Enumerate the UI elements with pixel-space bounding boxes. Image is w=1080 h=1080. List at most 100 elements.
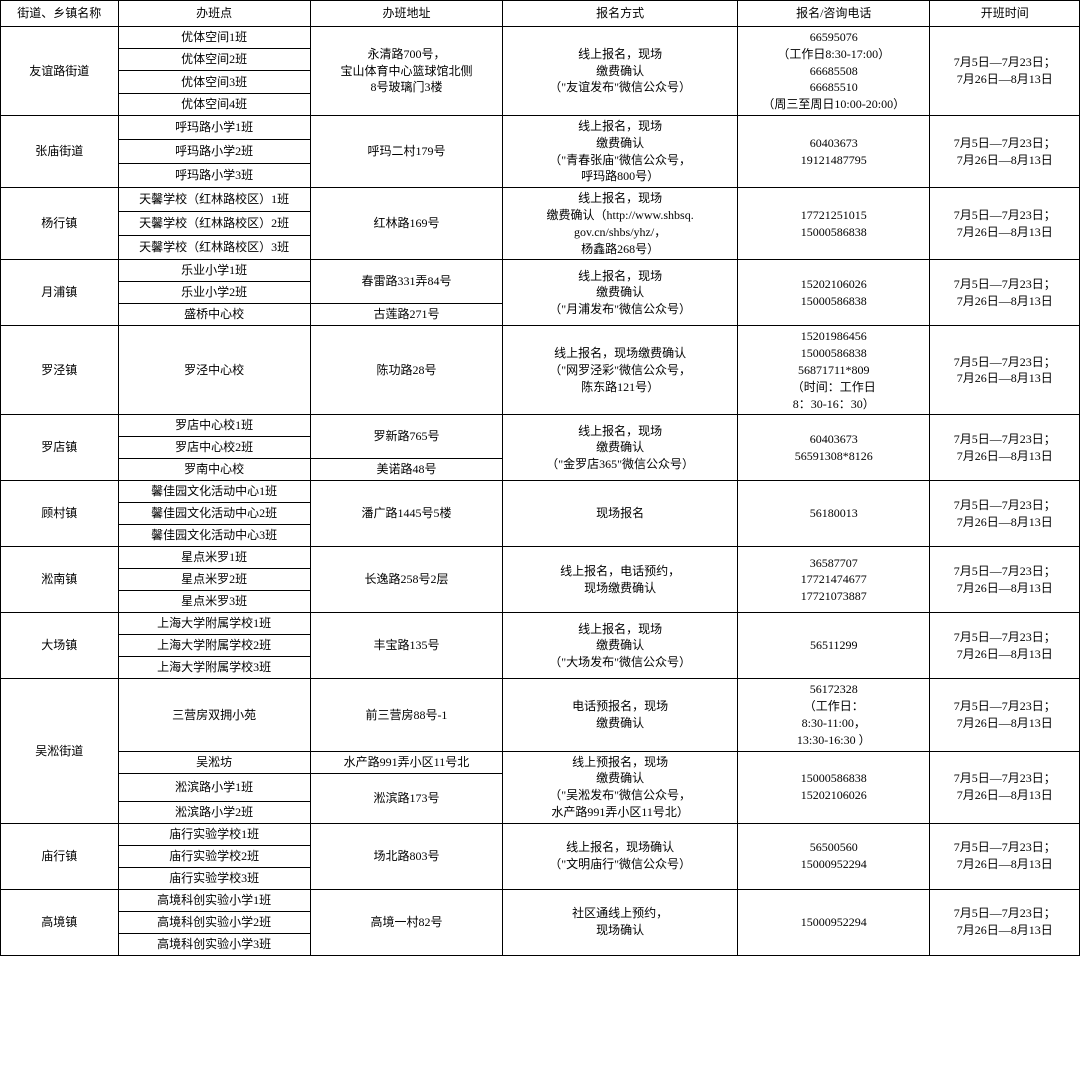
method-cell: 线上报名，电话预约， 现场缴费确认	[503, 547, 738, 613]
phone-cell: 56180013	[738, 481, 930, 547]
class-cell: 淞滨路小学2班	[118, 801, 310, 823]
class-cell: 优体空间1班	[118, 27, 310, 49]
table-row: 张庙街道 呼玛路小学1班 呼玛二村179号 线上报名，现场 缴费确认 （"青春张…	[1, 115, 1080, 139]
table-row: 月浦镇 乐业小学1班 春雷路331弄84号 线上报名，现场 缴费确认 （"月浦发…	[1, 260, 1080, 282]
district-cell: 杨行镇	[1, 188, 119, 260]
class-cell: 天馨学校（红林路校区）2班	[118, 212, 310, 236]
method-cell: 线上报名，现场 缴费确认（http://www.shbsq. gov.cn/sh…	[503, 188, 738, 260]
class-cell: 庙行实验学校1班	[118, 823, 310, 845]
phone-cell: 17721251015 15000586838	[738, 188, 930, 260]
header-class: 办班点	[118, 1, 310, 27]
table-row: 淞南镇 星点米罗1班 长逸路258号2层 线上报名，电话预约， 现场缴费确认 3…	[1, 547, 1080, 569]
class-cell: 罗店中心校1班	[118, 415, 310, 437]
table-row: 友谊路街道 优体空间1班 永清路700号， 宝山体育中心篮球馆北侧 8号玻璃门3…	[1, 27, 1080, 49]
time-cell: 7月5日—7月23日； 7月26日—8月13日	[930, 613, 1080, 679]
class-cell: 天馨学校（红林路校区）1班	[118, 188, 310, 212]
class-cell: 罗南中心校	[118, 459, 310, 481]
method-cell: 线上报名，现场 缴费确认 （"青春张庙"微信公众号， 呼玛路800号）	[503, 115, 738, 187]
time-cell: 7月5日—7月23日； 7月26日—8月13日	[930, 326, 1080, 415]
class-cell: 上海大学附属学校1班	[118, 613, 310, 635]
class-cell: 星点米罗1班	[118, 547, 310, 569]
district-cell: 月浦镇	[1, 260, 119, 326]
time-cell: 7月5日—7月23日； 7月26日—8月13日	[930, 679, 1080, 751]
class-cell: 星点米罗3班	[118, 591, 310, 613]
method-cell: 线上报名，现场 缴费确认 （"月浦发布"微信公众号）	[503, 260, 738, 326]
address-cell: 红林路169号	[310, 188, 502, 260]
phone-cell: 60403673 56591308*8126	[738, 415, 930, 481]
class-cell: 高境科创实验小学2班	[118, 911, 310, 933]
method-cell: 线上报名，现场 缴费确认 （"大场发布"微信公众号）	[503, 613, 738, 679]
header-row: 街道、乡镇名称 办班点 办班地址 报名方式 报名/咨询电话 开班时间	[1, 1, 1080, 27]
address-cell: 呼玛二村179号	[310, 115, 502, 187]
district-cell: 大场镇	[1, 613, 119, 679]
table-row: 罗店镇 罗店中心校1班 罗新路765号 线上报名，现场 缴费确认 （"金罗店36…	[1, 415, 1080, 437]
time-cell: 7月5日—7月23日； 7月26日—8月13日	[930, 751, 1080, 823]
class-cell: 淞滨路小学1班	[118, 773, 310, 801]
table-row: 高境镇 高境科创实验小学1班 高境一村82号 社区通线上预约， 现场确认 150…	[1, 889, 1080, 911]
phone-cell: 56511299	[738, 613, 930, 679]
district-cell: 顾村镇	[1, 481, 119, 547]
district-cell: 罗店镇	[1, 415, 119, 481]
method-cell: 线上报名，现场 缴费确认 （"金罗店365"微信公众号）	[503, 415, 738, 481]
phone-cell: 15202106026 15000586838	[738, 260, 930, 326]
time-cell: 7月5日—7月23日； 7月26日—8月13日	[930, 889, 1080, 955]
time-cell: 7月5日—7月23日； 7月26日—8月13日	[930, 823, 1080, 889]
table-row: 庙行镇 庙行实验学校1班 场北路803号 线上报名，现场确认 （"文明庙行"微信…	[1, 823, 1080, 845]
class-cell: 呼玛路小学2班	[118, 140, 310, 164]
class-cell: 高境科创实验小学1班	[118, 889, 310, 911]
address-cell: 水产路991弄小区11号北	[310, 751, 502, 773]
address-cell: 春雷路331弄84号	[310, 260, 502, 304]
address-cell: 永清路700号， 宝山体育中心篮球馆北侧 8号玻璃门3楼	[310, 27, 502, 116]
class-cell: 优体空间2班	[118, 49, 310, 71]
district-cell: 友谊路街道	[1, 27, 119, 116]
address-cell: 罗新路765号	[310, 415, 502, 459]
class-cell: 上海大学附属学校3班	[118, 657, 310, 679]
phone-cell: 56172328 （工作日： 8:30-11:00， 13:30-16:30 ）	[738, 679, 930, 751]
class-cell: 乐业小学1班	[118, 260, 310, 282]
address-cell: 潘广路1445号5楼	[310, 481, 502, 547]
method-cell: 线上报名，现场 缴费确认 （"友谊发布"微信公众号）	[503, 27, 738, 116]
time-cell: 7月5日—7月23日； 7月26日—8月13日	[930, 260, 1080, 326]
address-cell: 陈功路28号	[310, 326, 502, 415]
class-cell: 馨佳园文化活动中心2班	[118, 503, 310, 525]
time-cell: 7月5日—7月23日； 7月26日—8月13日	[930, 415, 1080, 481]
table-row: 吴淞坊 水产路991弄小区11号北 线上预报名，现场 缴费确认 （"吴淞发布"微…	[1, 751, 1080, 773]
method-cell: 社区通线上预约， 现场确认	[503, 889, 738, 955]
class-cell: 天馨学校（红林路校区）3班	[118, 236, 310, 260]
address-cell: 古莲路271号	[310, 304, 502, 326]
class-cell: 罗泾中心校	[118, 326, 310, 415]
class-cell: 星点米罗2班	[118, 569, 310, 591]
district-cell: 庙行镇	[1, 823, 119, 889]
class-cell: 庙行实验学校3班	[118, 867, 310, 889]
table-row: 吴淞街道 三营房双拥小苑 前三营房88号-1 电话预报名，现场 缴费确认 561…	[1, 679, 1080, 751]
class-cell: 盛桥中心校	[118, 304, 310, 326]
phone-cell: 15000952294	[738, 889, 930, 955]
district-cell: 罗泾镇	[1, 326, 119, 415]
class-cell: 三营房双拥小苑	[118, 679, 310, 751]
table-row: 罗泾镇 罗泾中心校 陈功路28号 线上报名，现场缴费确认 （"网罗泾彩"微信公众…	[1, 326, 1080, 415]
address-cell: 淞滨路173号	[310, 773, 502, 823]
phone-cell: 66595076 （工作日8:30-17:00） 66685508 666855…	[738, 27, 930, 116]
address-cell: 美诺路48号	[310, 459, 502, 481]
header-address: 办班地址	[310, 1, 502, 27]
header-phone: 报名/咨询电话	[738, 1, 930, 27]
class-cell: 优体空间3班	[118, 71, 310, 93]
class-cell: 乐业小学2班	[118, 282, 310, 304]
phone-cell: 15000586838 15202106026	[738, 751, 930, 823]
class-cell: 馨佳园文化活动中心1班	[118, 481, 310, 503]
district-cell: 淞南镇	[1, 547, 119, 613]
class-cell: 庙行实验学校2班	[118, 845, 310, 867]
address-cell: 高境一村82号	[310, 889, 502, 955]
schedule-table: 街道、乡镇名称 办班点 办班地址 报名方式 报名/咨询电话 开班时间 友谊路街道…	[0, 0, 1080, 956]
address-cell: 长逸路258号2层	[310, 547, 502, 613]
class-cell: 吴淞坊	[118, 751, 310, 773]
table-row: 大场镇 上海大学附属学校1班 丰宝路135号 线上报名，现场 缴费确认 （"大场…	[1, 613, 1080, 635]
class-cell: 馨佳园文化活动中心3班	[118, 525, 310, 547]
phone-cell: 60403673 19121487795	[738, 115, 930, 187]
class-cell: 上海大学附属学校2班	[118, 635, 310, 657]
header-time: 开班时间	[930, 1, 1080, 27]
class-cell: 呼玛路小学3班	[118, 164, 310, 188]
time-cell: 7月5日—7月23日； 7月26日—8月13日	[930, 115, 1080, 187]
district-cell: 高境镇	[1, 889, 119, 955]
address-cell: 丰宝路135号	[310, 613, 502, 679]
